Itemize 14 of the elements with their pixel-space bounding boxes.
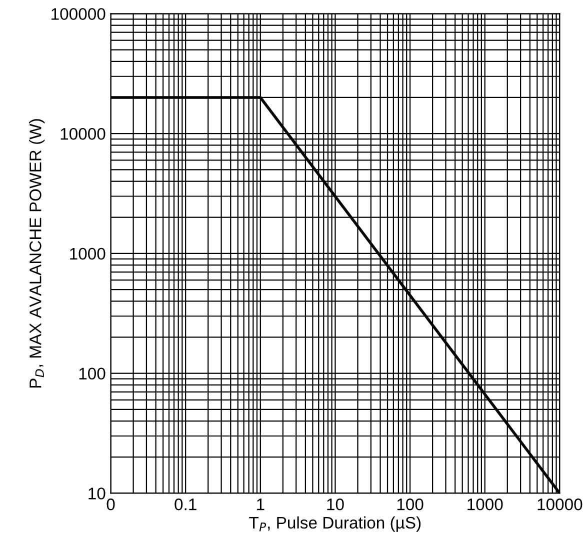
x-tick-label: 0.1 — [174, 498, 196, 510]
y-axis-title: P$_{D}$, MAX AVALANCHE POWER (W) — [29, 119, 45, 388]
x-tick-label: 1000 — [468, 498, 503, 510]
y-tick-label: 100000 — [52, 8, 106, 20]
x-tick-label: 0 — [106, 498, 115, 510]
x-tick-label: 10 — [327, 498, 344, 510]
x-tick-label: 10000 — [538, 498, 582, 510]
x-tick-label: 100 — [397, 498, 424, 510]
x-tick-label: 1 — [257, 498, 264, 510]
y-tick-label: 100 — [79, 368, 106, 380]
y-tick-label: 10000 — [60, 128, 106, 140]
x-axis-title: T$_{P}$, Pulse Duration (µS) — [249, 516, 421, 532]
y-tick-label: 1000 — [70, 248, 106, 260]
y-tick-label: 10 — [88, 488, 106, 500]
